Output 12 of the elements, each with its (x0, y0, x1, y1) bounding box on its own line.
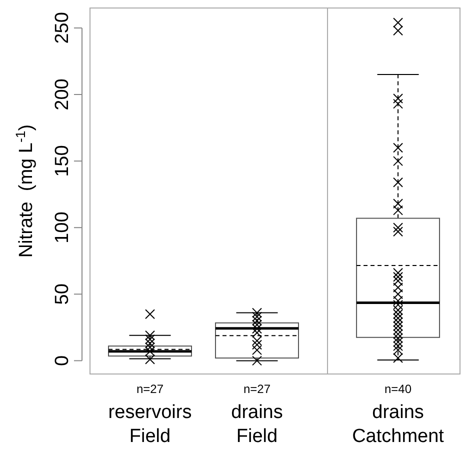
x-tick-label: drains Catchment (352, 402, 445, 447)
text: n=27 (243, 382, 271, 396)
y-tick-label: 0 (52, 355, 73, 366)
y-tick-label: 100 (52, 212, 73, 244)
x-tick-label: drains Field (231, 402, 283, 447)
text: n=40 (384, 382, 412, 396)
y-tick-label: 150 (52, 145, 73, 177)
y-tick-label: 50 (52, 284, 73, 305)
x-tick-label: reservoirs Field (108, 402, 192, 447)
text: n=27 (136, 382, 164, 396)
y-tick-label: 200 (52, 78, 73, 110)
y-tick-label: 250 (52, 12, 73, 44)
